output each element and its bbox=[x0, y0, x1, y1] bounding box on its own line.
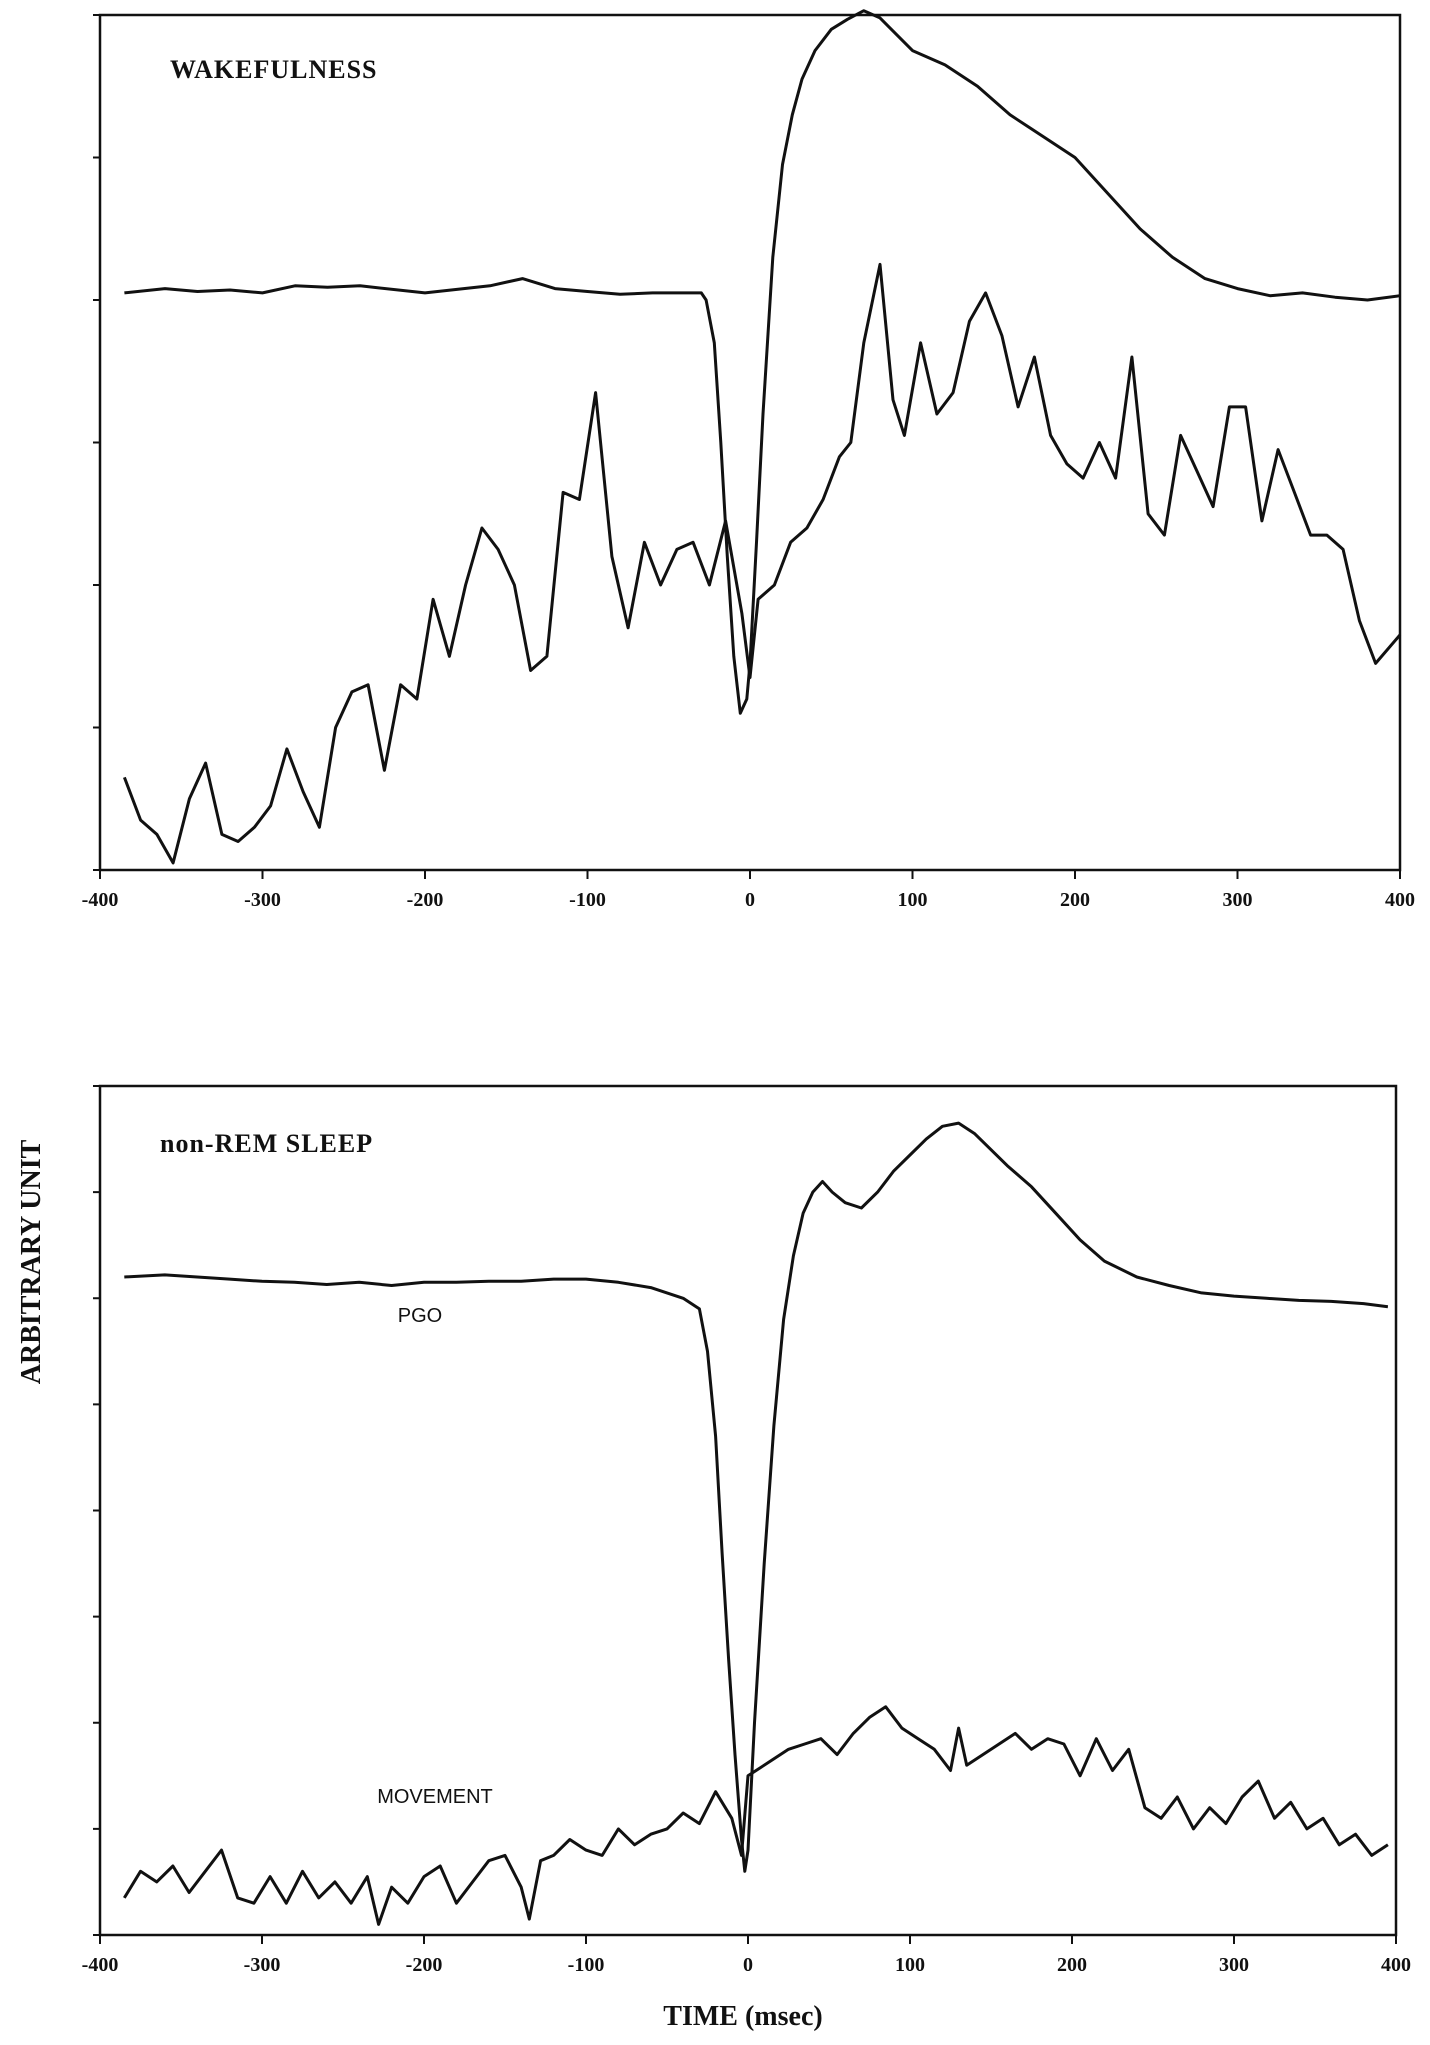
x-tick-label: 0 bbox=[743, 1954, 753, 1976]
panel-title: non-REM SLEEP bbox=[160, 1129, 373, 1158]
x-tick-label: 100 bbox=[898, 889, 928, 911]
x-tick-label: 300 bbox=[1219, 1954, 1249, 1976]
x-tick-label: 200 bbox=[1060, 889, 1090, 911]
x-tick-label: 100 bbox=[895, 1954, 925, 1976]
x-tick-label: 200 bbox=[1057, 1954, 1087, 1976]
series-line-1-1 bbox=[124, 9, 1401, 715]
x-tick-label: -100 bbox=[568, 1954, 605, 1976]
series-line-movement bbox=[123, 1705, 1389, 1926]
plot-frame-2 bbox=[98, 1084, 1398, 1937]
x-tick-label: -100 bbox=[569, 889, 606, 911]
series-line-pgo bbox=[124, 1121, 1389, 1873]
x-tick-label: -300 bbox=[244, 889, 281, 911]
x-tick-label: -400 bbox=[82, 1954, 119, 1976]
plot-frame-1 bbox=[98, 13, 1402, 872]
x-tick-label: -200 bbox=[407, 889, 444, 911]
x-tick-label: -200 bbox=[406, 1954, 443, 1976]
x-tick-label: -300 bbox=[244, 1954, 281, 1976]
series-label-movement: MOVEMENT bbox=[377, 1786, 493, 1808]
x-tick-label: 0 bbox=[745, 889, 755, 911]
x-tick-label: -400 bbox=[82, 889, 119, 911]
x-tick-label: 300 bbox=[1223, 889, 1253, 911]
series-line-1-2 bbox=[122, 262, 1402, 865]
panel-title: WAKEFULNESS bbox=[170, 55, 378, 84]
x-tick-label: 400 bbox=[1381, 1954, 1411, 1976]
x-axis-title: TIME (msec) bbox=[663, 2001, 822, 2032]
x-tick-label: 400 bbox=[1385, 889, 1415, 911]
y-axis-title: ARBITRARY UNIT bbox=[16, 1139, 47, 1384]
series-label-pgo: PGO bbox=[398, 1305, 442, 1327]
